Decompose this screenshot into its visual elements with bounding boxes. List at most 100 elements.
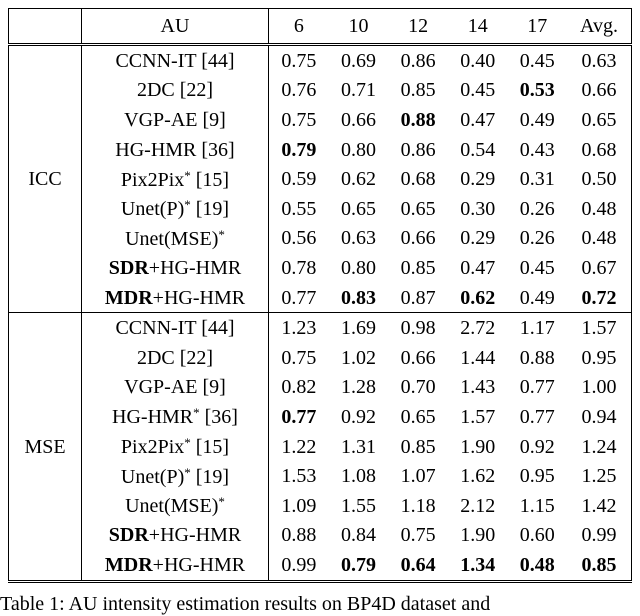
value-cell: 0.29 — [460, 168, 496, 191]
value-cell: 0.65 — [400, 405, 436, 428]
method-cell: 2DC [22] — [81, 342, 269, 373]
value-cell: 2.72 — [447, 312, 508, 343]
method-cell: MDR+HG-HMR — [81, 550, 269, 582]
value-cell: 0.64 — [400, 553, 436, 576]
header-cell: 14 — [447, 8, 508, 46]
value-cell: 1.44 — [460, 346, 496, 369]
value-cell: 1.90 — [460, 435, 496, 458]
results-table: AU 6 10 12 14 17 Avg. ICC CCNN-IT [44] 0.75 0.69 0.… — [8, 8, 633, 583]
value-cell: 0.63 — [567, 44, 633, 76]
value-cell: 0.65 — [567, 105, 633, 135]
value-cell: 0.78 — [281, 256, 317, 279]
value-cell: 0.29 — [460, 227, 496, 250]
method-text: VGP-AE [9] — [124, 376, 226, 399]
method-text: Pix2Pix — [120, 436, 185, 459]
method-cell: CCNN-IT [44] — [81, 44, 269, 76]
data-row: VGP-AE [9] 0.82 1.28 0.70 1.43 0.77 1.00 — [9, 372, 633, 403]
data-row: Unet(MSE)* 0.56 0.63 0.66 0.29 0.26 0.48 — [9, 223, 633, 254]
value-cell: 1.34 — [460, 553, 496, 576]
value-cell: 0.92 — [519, 435, 555, 458]
method-cell: Pix2Pix* [15] — [81, 164, 269, 194]
value-cell: 1.31 — [341, 435, 377, 458]
data-row: Unet(P)* [19] 0.55 0.65 0.65 0.30 0.26 0.48 — [9, 193, 633, 224]
header-cell: AU — [81, 8, 269, 46]
method-cell: Unet(MSE)* — [81, 223, 269, 254]
group-label: ICC — [8, 44, 82, 313]
method-cell: VGP-AE [9] — [81, 105, 269, 135]
data-row: MSE CCNN-IT [44] 1.23 1.69 0.98 2.72 1.17 1.57 — [8, 312, 633, 582]
caption: Table 1: AU intensity estimation results… — [0, 593, 491, 615]
value-cell: 0.68 — [567, 134, 633, 165]
value-cell: 0.62 — [460, 286, 496, 309]
value-cell: 1.25 — [567, 461, 633, 491]
value-cell: 0.65 — [400, 197, 436, 220]
value-cell: 0.85 — [400, 79, 436, 102]
method-text: [36] — [199, 406, 238, 429]
value-cell: 0.85 — [567, 550, 633, 582]
method-cell: SDR+HG-HMR — [81, 253, 269, 283]
method-text: 2DC [22] — [136, 79, 214, 102]
method-text: Pix2Pix — [120, 168, 185, 191]
value-cell: 0.99 — [567, 520, 633, 551]
method-cell: Pix2Pix* [15] — [81, 431, 269, 462]
value-cell: 0.86 — [400, 138, 436, 161]
value-cell: 1.08 — [341, 465, 377, 488]
value-cell: 1.28 — [341, 376, 377, 399]
data-row: Unet(P)* [19] 1.53 1.08 1.07 1.62 0.95 1.25 — [9, 461, 633, 491]
value-cell: 0.65 — [341, 197, 377, 220]
method-text: * — [218, 494, 225, 510]
method-text: * — [184, 197, 191, 213]
value-cell: 0.79 — [281, 138, 317, 161]
value-cell: 1.09 — [281, 494, 317, 517]
method-text: SDR — [108, 256, 149, 279]
method-text: +HG-HMR — [148, 524, 242, 547]
value-cell: 1.23 — [268, 312, 329, 343]
value-cell: 0.77 — [519, 376, 555, 399]
data-row: SDR+HG-HMR 0.88 0.84 0.75 1.90 0.60 0.99 — [9, 520, 633, 551]
method-text: [15] — [190, 436, 230, 459]
method-text: MDR — [104, 286, 153, 309]
value-cell: 0.54 — [460, 138, 496, 161]
method-text: +HG-HMR — [152, 553, 246, 576]
data-row: VGP-AE [9] 0.75 0.66 0.88 0.47 0.49 0.65 — [9, 105, 633, 135]
value-cell: 2.12 — [460, 494, 496, 517]
method-text: * — [184, 464, 191, 480]
value-cell: 0.75 — [400, 524, 436, 547]
header-cell: 12 — [388, 8, 448, 46]
method-cell: VGP-AE [9] — [81, 372, 269, 403]
value-cell: 0.88 — [400, 108, 436, 131]
value-cell: 1.18 — [400, 494, 436, 517]
method-text: Unet(P) — [120, 198, 185, 221]
method-cell: HG-HMR* [36] — [81, 402, 269, 432]
value-cell: 1.57 — [460, 405, 496, 428]
value-cell: 0.87 — [400, 286, 436, 309]
value-cell: 0.59 — [281, 168, 317, 191]
value-cell: 0.66 — [400, 227, 436, 250]
value-cell: 1.17 — [507, 312, 568, 343]
method-text: VGP-AE [9] — [124, 108, 226, 131]
method-text: Unet(MSE) — [125, 227, 219, 250]
header-cell: Avg. — [567, 8, 633, 46]
value-cell: 0.56 — [281, 227, 317, 250]
value-cell: 1.02 — [341, 346, 377, 369]
value-cell: 1.53 — [281, 465, 317, 488]
method-text: * — [218, 226, 225, 242]
header-cell: 10 — [328, 8, 389, 46]
data-row: 2DC [22] 0.75 1.02 0.66 1.44 0.88 0.95 — [9, 342, 633, 373]
value-cell: 0.67 — [567, 253, 633, 283]
value-cell: 0.95 — [567, 342, 633, 373]
method-text: Unet(MSE) — [125, 495, 219, 518]
value-cell: 0.80 — [341, 138, 377, 161]
header-cell: 17 — [507, 8, 568, 46]
method-cell: 2DC [22] — [81, 75, 269, 106]
value-cell: 0.82 — [281, 376, 317, 399]
value-cell: 0.98 — [388, 312, 448, 343]
value-cell: 0.79 — [341, 553, 377, 576]
value-cell: 1.22 — [281, 435, 317, 458]
value-cell: 0.26 — [519, 227, 555, 250]
data-row: ICC CCNN-IT [44] 0.75 0.69 0.86 0.40 0.45 0.63 — [8, 44, 633, 313]
value-cell: 0.70 — [400, 376, 436, 399]
value-cell: 1.69 — [328, 312, 389, 343]
value-cell: 0.86 — [400, 49, 436, 72]
